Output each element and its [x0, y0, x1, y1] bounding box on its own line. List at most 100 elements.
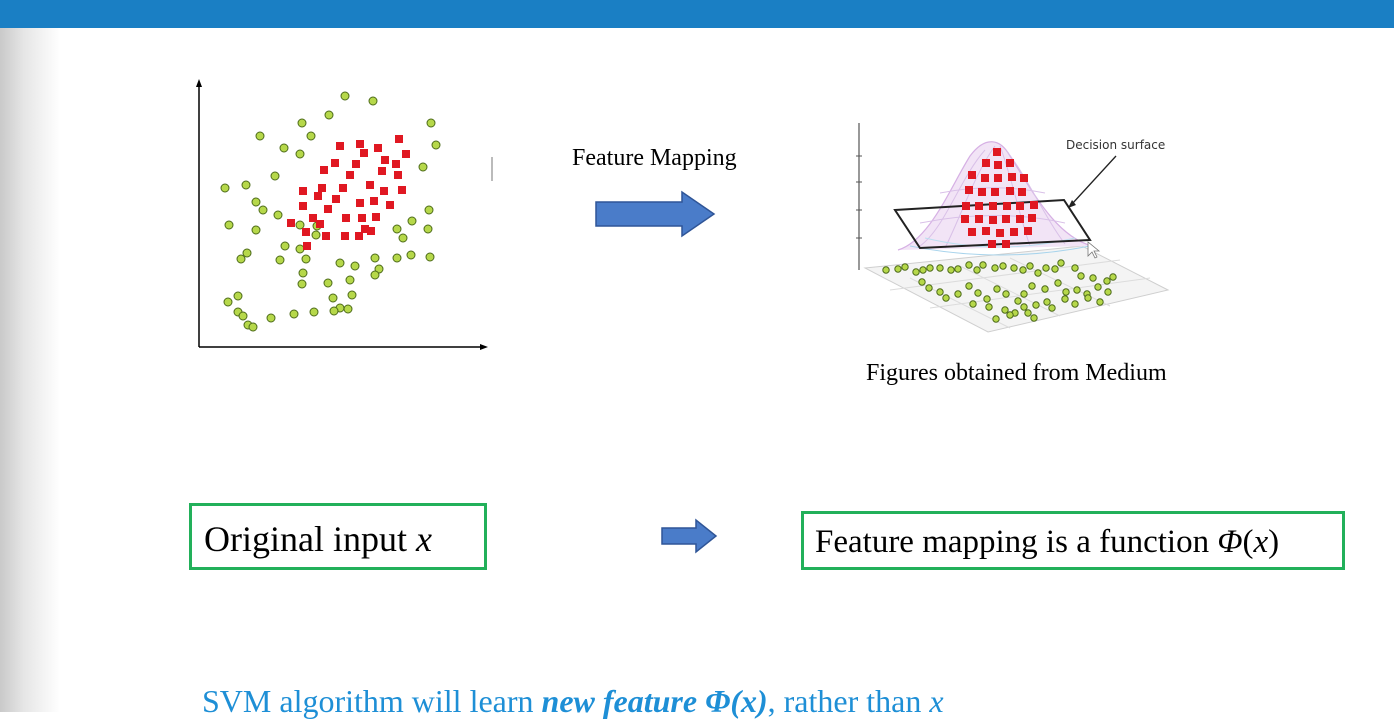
green-point — [912, 268, 920, 276]
red-point — [991, 188, 999, 196]
red-point — [996, 229, 1004, 237]
red-point — [965, 186, 973, 194]
green-point — [969, 300, 977, 308]
green-point — [323, 278, 333, 288]
red-point — [1008, 173, 1016, 181]
red-point — [392, 160, 400, 168]
green-point — [882, 266, 890, 274]
green-point — [424, 205, 434, 215]
header-logo-fragment — [1324, 0, 1394, 10]
close-paren: ) — [1268, 524, 1280, 560]
green-point — [1103, 277, 1111, 285]
green-point — [224, 220, 234, 230]
green-point — [954, 265, 962, 273]
red-point — [341, 232, 349, 240]
green-point — [1006, 311, 1014, 319]
green-point — [431, 140, 441, 150]
green-point — [423, 224, 433, 234]
small-mapping-arrow — [661, 518, 718, 554]
green-point — [1032, 301, 1040, 309]
red-point — [394, 171, 402, 179]
green-point — [918, 278, 926, 286]
green-point — [1094, 283, 1102, 291]
gaussian-surface-mesh — [897, 141, 1093, 256]
function-variable: x — [1253, 524, 1269, 560]
red-point — [299, 202, 307, 210]
mouse-cursor-icon — [1087, 241, 1101, 259]
green-point — [251, 197, 261, 207]
red-point — [381, 156, 389, 164]
feature-mapping-function-text: Feature mapping is a function — [815, 524, 1218, 560]
red-point — [978, 188, 986, 196]
green-point — [1048, 304, 1056, 312]
green-point — [925, 284, 933, 292]
green-point — [270, 171, 280, 181]
green-point — [1051, 265, 1059, 273]
green-point — [297, 118, 307, 128]
green-point — [309, 307, 319, 317]
green-point — [965, 261, 973, 269]
red-point — [380, 187, 388, 195]
green-point — [258, 205, 268, 215]
red-point — [299, 187, 307, 195]
green-point — [345, 275, 355, 285]
green-point — [370, 253, 380, 263]
green-point — [1001, 306, 1009, 314]
green-point — [992, 315, 1000, 323]
red-point — [378, 167, 386, 175]
green-point — [329, 306, 339, 316]
red-point — [1002, 215, 1010, 223]
green-point — [223, 297, 233, 307]
red-point — [356, 199, 364, 207]
green-point — [1043, 298, 1051, 306]
green-point — [947, 266, 955, 274]
summary-suffix: , rather than — [767, 683, 930, 719]
red-point — [1006, 187, 1014, 195]
green-point — [406, 250, 416, 260]
red-point — [981, 174, 989, 182]
green-point — [343, 304, 353, 314]
red-point — [1003, 202, 1011, 210]
red-point — [320, 166, 328, 174]
green-point — [1028, 282, 1036, 290]
summary-prefix: SVM algorithm will learn — [202, 683, 542, 719]
green-point — [280, 241, 290, 251]
green-point — [936, 288, 944, 296]
green-point — [1020, 290, 1028, 298]
green-point — [236, 254, 246, 264]
red-point — [332, 195, 340, 203]
green-point — [1073, 286, 1081, 294]
green-point — [979, 261, 987, 269]
red-point — [339, 184, 347, 192]
green-point — [919, 266, 927, 274]
green-point — [965, 282, 973, 290]
red-point — [402, 150, 410, 158]
green-point — [1026, 262, 1034, 270]
mapping-arrow — [595, 190, 716, 238]
red-point — [370, 197, 378, 205]
red-point — [374, 144, 382, 152]
green-point — [991, 264, 999, 272]
red-point — [331, 159, 339, 167]
green-point — [425, 252, 435, 262]
green-point — [297, 279, 307, 289]
green-point — [273, 210, 283, 220]
green-point — [407, 216, 417, 226]
red-point — [975, 202, 983, 210]
red-point — [309, 214, 317, 222]
red-point — [993, 148, 1001, 156]
red-point — [989, 202, 997, 210]
decision-surface-label: Decision surface — [1066, 138, 1165, 152]
red-point — [982, 227, 990, 235]
red-point — [316, 220, 324, 228]
green-point — [1077, 272, 1085, 280]
mapped-red-points — [961, 148, 1038, 248]
red-point — [1016, 202, 1024, 210]
red-point — [1020, 174, 1028, 182]
green-point — [1020, 303, 1028, 311]
green-point — [1061, 295, 1069, 303]
green-point — [974, 289, 982, 297]
green-point — [295, 149, 305, 159]
red-point — [989, 216, 997, 224]
red-point — [372, 213, 380, 221]
